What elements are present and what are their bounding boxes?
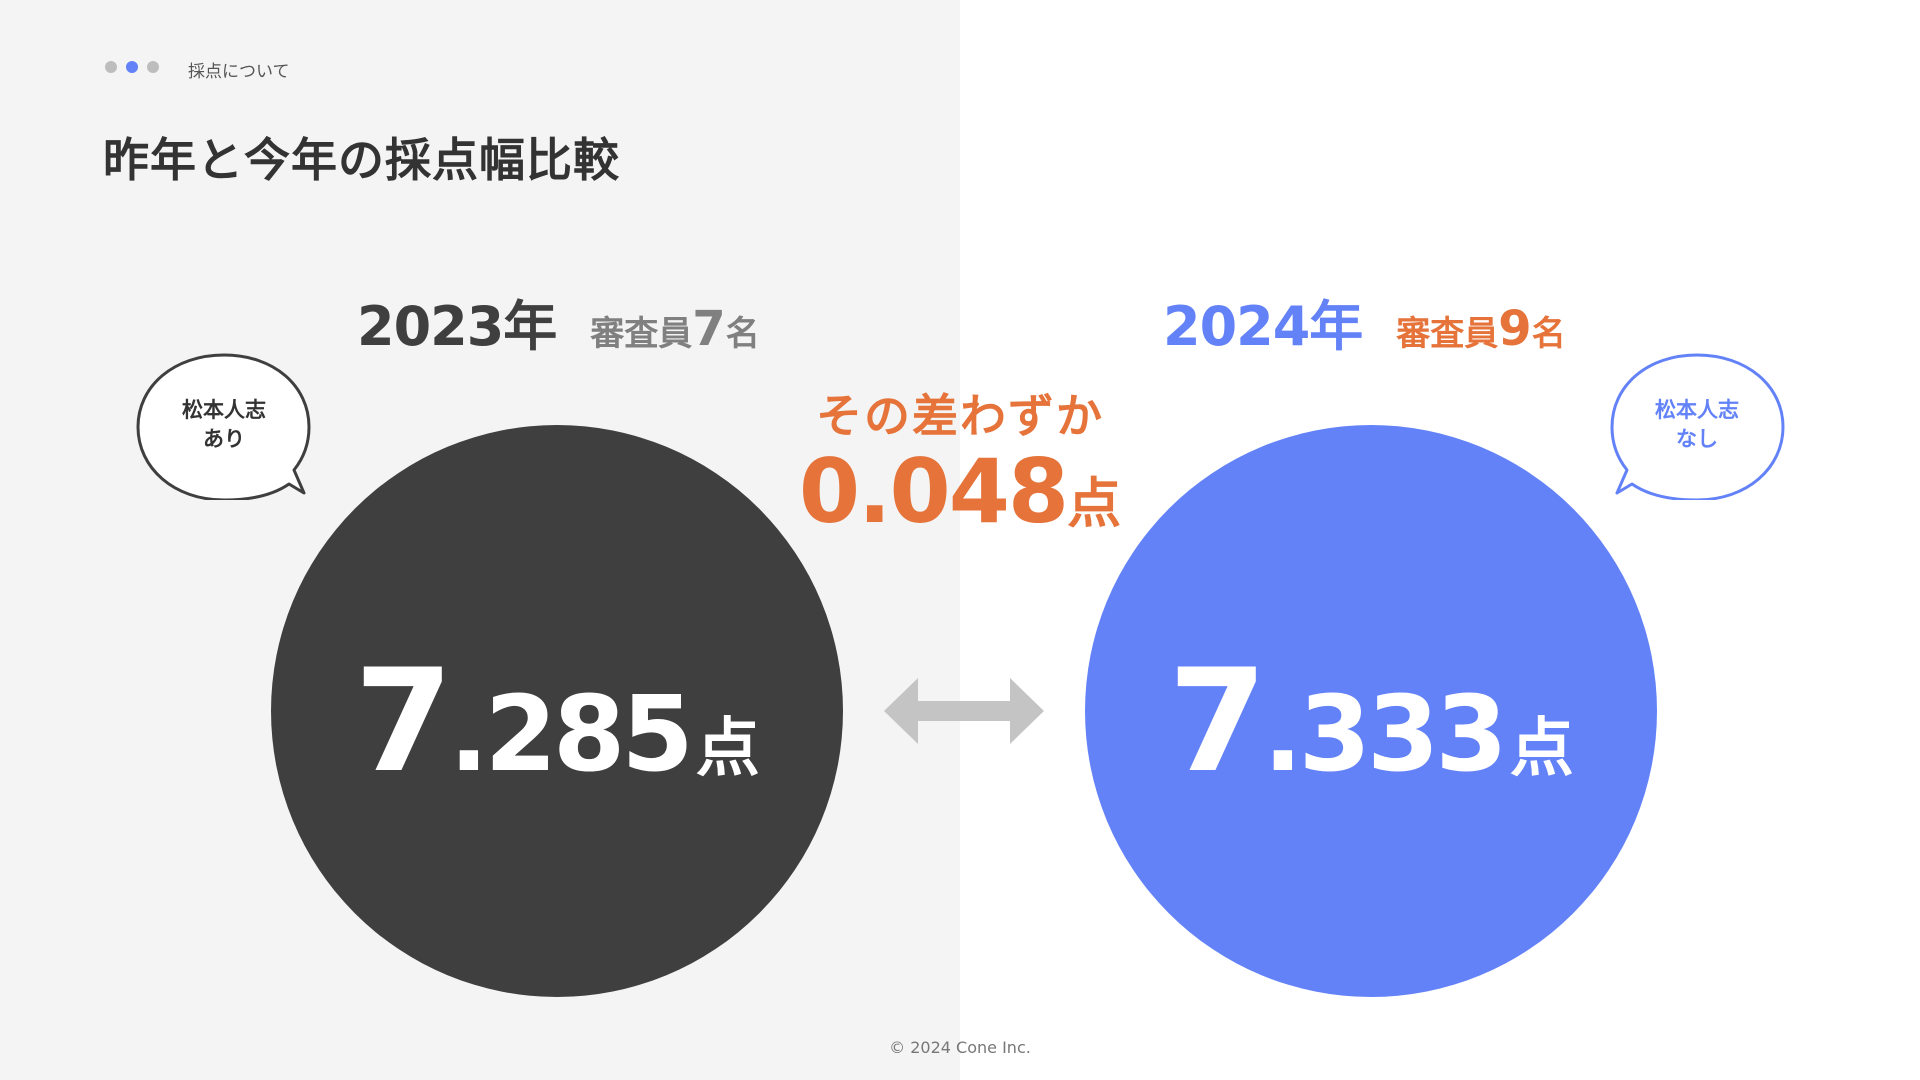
copyright-footer: © 2024 Cone Inc. bbox=[889, 1038, 1031, 1057]
judge-prefix: 審査員 bbox=[1396, 314, 1499, 354]
judge-prefix: 審査員 bbox=[590, 314, 693, 354]
score-integer: 7 bbox=[354, 638, 453, 804]
score-2023: 7.285 点 bbox=[354, 639, 759, 804]
progress-dot bbox=[147, 61, 159, 73]
bubble-line: なし bbox=[1676, 427, 1718, 451]
progress-dot bbox=[105, 61, 117, 73]
difference-value: 0.048点 bbox=[700, 440, 1220, 543]
score-unit: 点 bbox=[695, 711, 760, 786]
score-integer: 7 bbox=[1168, 638, 1267, 804]
slide-progress-indicator bbox=[105, 61, 159, 73]
judge-count-label: 審査員 7 名 bbox=[590, 301, 759, 357]
score-unit: 点 bbox=[1509, 711, 1574, 786]
judge-count: 7 bbox=[692, 301, 726, 357]
year-heading-2024: 2024年 審査員 9 名 bbox=[1163, 282, 1566, 361]
bubble-line: 松本人志 bbox=[182, 398, 266, 422]
bubble-line: あり bbox=[203, 427, 245, 451]
difference-unit: 点 bbox=[1067, 472, 1122, 535]
speech-bubble-2024: 松本人志 なし bbox=[1607, 350, 1787, 500]
score-circle-2024: 7.333 点 bbox=[1085, 425, 1657, 997]
page-title: 昨年と今年の採点幅比較 bbox=[103, 133, 620, 187]
judge-count: 9 bbox=[1498, 301, 1532, 357]
progress-dot-active bbox=[126, 61, 138, 73]
year-label: 2023年 bbox=[357, 295, 557, 358]
difference-caption: その差わずか bbox=[816, 389, 1104, 443]
score-decimal: .285 bbox=[449, 672, 694, 795]
section-label: 採点について bbox=[188, 62, 290, 82]
judge-suffix: 名 bbox=[725, 314, 760, 354]
score-circle-2023: 7.285 点 bbox=[271, 425, 843, 997]
bubble-text: 松本人志 あり bbox=[134, 396, 314, 454]
bubble-text: 松本人志 なし bbox=[1607, 396, 1787, 454]
score-decimal: .333 bbox=[1263, 672, 1508, 795]
year-heading-2023: 2023年 審査員 7 名 bbox=[357, 282, 760, 361]
speech-bubble-2023: 松本人志 あり bbox=[134, 350, 314, 500]
double-headed-arrow-icon bbox=[884, 678, 1044, 744]
bubble-line: 松本人志 bbox=[1655, 398, 1739, 422]
score-2024: 7.333 点 bbox=[1168, 639, 1573, 804]
judge-suffix: 名 bbox=[1531, 314, 1566, 354]
year-label: 2024年 bbox=[1163, 295, 1363, 358]
difference-number: 0.048 bbox=[798, 440, 1069, 543]
judge-count-label: 審査員 9 名 bbox=[1396, 301, 1565, 357]
